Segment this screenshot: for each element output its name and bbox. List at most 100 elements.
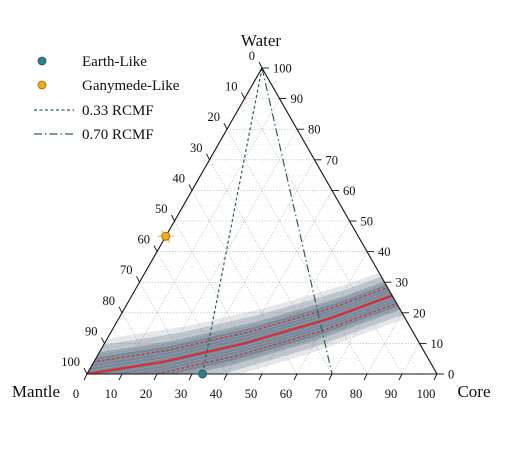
- minor-grid-core-95: [419, 358, 429, 375]
- minor-grid-core-5: [104, 83, 271, 375]
- tick-label-mantle-0: 0: [249, 49, 255, 63]
- tick-label-mantle-50: 50: [155, 202, 168, 216]
- grid-line-mantle-70: [139, 282, 193, 375]
- minor-grid-mantle-15: [235, 113, 385, 375]
- tick-label-water-30: 30: [396, 276, 409, 290]
- legend-item-earth-like: Earth-Like: [37, 54, 147, 70]
- vertex-label-mantle: Mantle: [12, 382, 60, 401]
- tick-mark-core: [118, 373, 123, 381]
- minor-grid-mantle-5: [253, 83, 420, 375]
- rcmf-line-033: [201, 67, 263, 375]
- tick-mark-mantle: [136, 275, 140, 283]
- minor-grid-core-15: [139, 113, 289, 375]
- grid-lines: [95, 83, 429, 375]
- tick-label-mantle-90: 90: [85, 324, 98, 338]
- posterior-band: [87, 221, 437, 374]
- tick-label-mantle-30: 30: [190, 141, 203, 155]
- point-earth-like: [198, 369, 207, 379]
- tick-mark-mantle: [241, 92, 245, 99]
- tick-mark-core: [398, 373, 403, 381]
- minor-grid-core-45: [244, 205, 341, 375]
- tick-label-core-100: 100: [417, 387, 436, 401]
- tick-mark-mantle: [258, 61, 263, 69]
- legend-label-070-rcmf: 0.70 RCMF: [82, 127, 154, 143]
- legend: Earth-Like Ganymede-Like 0.33 RCMF 0.70 …: [34, 54, 180, 143]
- data-points: [157, 230, 207, 379]
- tick-label-core-80: 80: [350, 387, 363, 401]
- tick-label-water-0: 0: [448, 368, 454, 382]
- tick-label-water-90: 90: [291, 92, 304, 106]
- tick-mark-mantle: [153, 245, 158, 252]
- minor-grid-core-85: [384, 328, 411, 375]
- tick-mark-mantle: [171, 214, 175, 222]
- minor-grid-core-35: [209, 175, 324, 375]
- band-sample-line: [87, 232, 437, 374]
- tick-label-water-70: 70: [326, 153, 339, 167]
- vertex-label-water: Water: [241, 31, 281, 50]
- minor-grid-mantle-25: [218, 144, 350, 375]
- band-sample-line: [87, 229, 437, 374]
- minor-grid-mantle-55: [165, 236, 245, 375]
- tick-label-core-90: 90: [385, 387, 398, 401]
- tick-label-water-50: 50: [361, 215, 374, 229]
- tick-label-water-40: 40: [378, 245, 391, 259]
- tick-label-mantle-20: 20: [208, 110, 221, 124]
- minor-grid-mantle-45: [183, 205, 280, 375]
- tick-label-mantle-10: 10: [225, 80, 238, 94]
- grid-line-core-40: [226, 190, 333, 375]
- legend-marker-earth-like: [37, 56, 47, 66]
- legend-item-033-rcmf: 0.33 RCMF: [34, 103, 154, 119]
- tick-mark-core: [293, 373, 298, 381]
- tick-mark-core: [328, 373, 333, 381]
- tick-label-mantle-70: 70: [120, 263, 133, 277]
- minor-grid-core-65: [314, 266, 376, 375]
- tick-mark-core: [153, 373, 158, 381]
- tick-mark-mantle: [101, 337, 105, 344]
- tick-label-mantle-60: 60: [138, 233, 151, 247]
- band-sample-line: [87, 235, 437, 374]
- legend-label-ganymede-like: Ganymede-Like: [82, 78, 180, 94]
- tick-mark-core: [83, 373, 88, 381]
- tick-label-core-30: 30: [175, 387, 188, 401]
- tick-label-water-80: 80: [308, 123, 321, 137]
- tick-mark-mantle: [206, 153, 210, 161]
- tick-mark-mantle: [223, 122, 228, 130]
- tick-label-water-20: 20: [413, 306, 426, 320]
- rcmf-lines: [201, 67, 333, 375]
- tick-mark-mantle: [188, 184, 193, 191]
- tick-label-core-60: 60: [280, 387, 293, 401]
- grid-line-core-60: [296, 251, 368, 375]
- minor-grid-core-25: [174, 144, 306, 375]
- tick-label-mantle-80: 80: [103, 294, 116, 308]
- tick-label-mantle-40: 40: [173, 171, 186, 185]
- tick-mark-core: [223, 373, 228, 381]
- tick-label-core-70: 70: [315, 387, 328, 401]
- vertex-label-core: Core: [457, 382, 490, 401]
- tick-mark-mantle: [118, 306, 123, 314]
- band-sample-line: [87, 239, 437, 374]
- tick-mark-core: [433, 373, 438, 381]
- tick-label-core-0: 0: [73, 387, 79, 401]
- tick-label-core-40: 40: [210, 387, 223, 401]
- legend-marker-ganymede-like: [37, 80, 47, 90]
- tick-label-mantle-100: 100: [61, 355, 80, 369]
- rcmf-line-070: [261, 67, 333, 375]
- tick-label-core-20: 20: [140, 387, 153, 401]
- tick-label-water-10: 10: [431, 337, 444, 351]
- grid-line-mantle-40: [191, 190, 298, 375]
- minor-grid-mantle-35: [200, 175, 315, 375]
- tick-label-core-10: 10: [105, 387, 118, 401]
- legend-label-033-rcmf: 0.33 RCMF: [82, 103, 154, 119]
- legend-item-ganymede-like: Ganymede-Like: [37, 78, 180, 94]
- minor-grid-mantle-65: [148, 266, 210, 375]
- tick-mark-core: [258, 373, 263, 381]
- legend-label-earth-like: Earth-Like: [82, 54, 147, 70]
- tick-mark-core: [188, 373, 193, 381]
- tick-label-water-100: 100: [273, 62, 292, 76]
- tick-labels: 0 0 0 10 10 10 20 20 20 30 30 30 40 40 40 50 50 50 60 60 60 7…: [61, 49, 454, 401]
- tick-label-water-60: 60: [343, 184, 356, 198]
- grid-line-mantle-60: [156, 251, 228, 375]
- tick-mark-core: [363, 373, 368, 381]
- legend-item-070-rcmf: 0.70 RCMF: [34, 127, 154, 143]
